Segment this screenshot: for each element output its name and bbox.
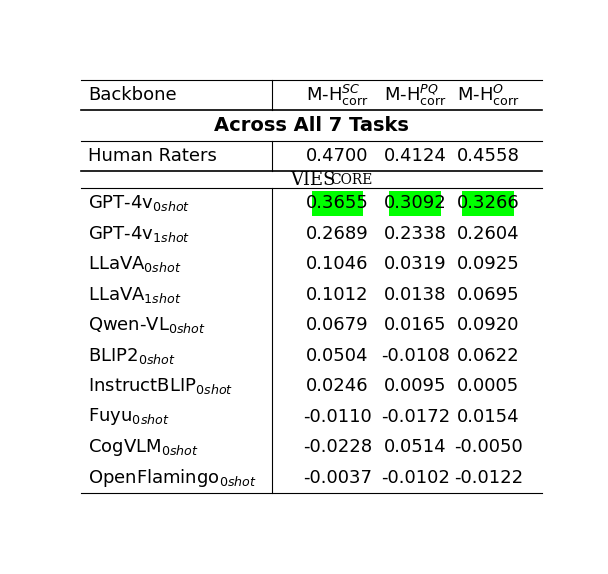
Text: 0.0154: 0.0154	[457, 408, 520, 426]
Text: 0.0920: 0.0920	[457, 316, 520, 335]
Text: 0.4700: 0.4700	[306, 147, 369, 165]
Text: BLIP2$_{0shot}$: BLIP2$_{0shot}$	[88, 346, 176, 366]
Text: CORE: CORE	[331, 173, 373, 187]
Text: Backbone: Backbone	[88, 86, 176, 104]
Text: GPT-4v$_{1shot}$: GPT-4v$_{1shot}$	[88, 224, 190, 244]
Text: M-H$^{O}_{\mathrm{corr}}$: M-H$^{O}_{\mathrm{corr}}$	[457, 83, 520, 108]
Text: 0.0138: 0.0138	[384, 286, 446, 304]
Text: LLaVA$_{1shot}$: LLaVA$_{1shot}$	[88, 285, 181, 305]
Text: 0.2689: 0.2689	[306, 225, 369, 243]
Text: -0.0037: -0.0037	[303, 469, 372, 487]
Text: InstructBLIP$_{0shot}$: InstructBLIP$_{0shot}$	[88, 377, 233, 397]
Text: VIES: VIES	[291, 171, 336, 189]
Text: Human Raters: Human Raters	[88, 147, 216, 165]
Text: -0.0102: -0.0102	[381, 469, 450, 487]
Text: 0.3092: 0.3092	[384, 195, 447, 212]
Text: Qwen-VL$_{0shot}$: Qwen-VL$_{0shot}$	[88, 316, 206, 335]
Text: 0.0695: 0.0695	[457, 286, 520, 304]
Text: 0.0514: 0.0514	[384, 439, 447, 456]
Text: 0.0319: 0.0319	[384, 255, 447, 273]
Text: 0.3266: 0.3266	[457, 195, 520, 212]
Bar	[462, 191, 514, 216]
Text: -0.0110: -0.0110	[303, 408, 372, 426]
Text: Across All 7 Tasks: Across All 7 Tasks	[214, 116, 409, 135]
Text: GPT-4v$_{0shot}$: GPT-4v$_{0shot}$	[88, 193, 190, 214]
Text: 0.0246: 0.0246	[306, 378, 369, 395]
Text: 0.1046: 0.1046	[306, 255, 369, 273]
Text: 0.0095: 0.0095	[384, 378, 446, 395]
Text: CogVLM$_{0shot}$: CogVLM$_{0shot}$	[88, 437, 198, 458]
Text: -0.0122: -0.0122	[454, 469, 523, 487]
Text: 0.0504: 0.0504	[306, 347, 369, 365]
Text: 0.0005: 0.0005	[457, 378, 519, 395]
Text: -0.0050: -0.0050	[454, 439, 523, 456]
Text: 0.2604: 0.2604	[457, 225, 520, 243]
Text: 0.0679: 0.0679	[306, 316, 369, 335]
Text: M-H$^{PQ}_{\mathrm{corr}}$: M-H$^{PQ}_{\mathrm{corr}}$	[384, 83, 447, 108]
Bar	[389, 191, 441, 216]
Text: Fuyu$_{0shot}$: Fuyu$_{0shot}$	[88, 406, 170, 428]
Text: 0.3655: 0.3655	[306, 195, 369, 212]
Bar	[311, 191, 364, 216]
Text: 0.0925: 0.0925	[457, 255, 520, 273]
Text: -0.0228: -0.0228	[303, 439, 372, 456]
Text: -0.0108: -0.0108	[381, 347, 450, 365]
Text: 0.4124: 0.4124	[384, 147, 447, 165]
Text: M-H$^{SC}_{\mathrm{corr}}$: M-H$^{SC}_{\mathrm{corr}}$	[306, 83, 369, 108]
Text: 0.0622: 0.0622	[457, 347, 520, 365]
Text: 0.4558: 0.4558	[457, 147, 520, 165]
Text: LLaVA$_{0shot}$: LLaVA$_{0shot}$	[88, 254, 181, 274]
Text: 0.2338: 0.2338	[384, 225, 447, 243]
Text: 0.0165: 0.0165	[384, 316, 446, 335]
Text: 0.1012: 0.1012	[306, 286, 369, 304]
Text: -0.0172: -0.0172	[381, 408, 450, 426]
Text: OpenFlamingo$_{0shot}$: OpenFlamingo$_{0shot}$	[88, 467, 257, 489]
